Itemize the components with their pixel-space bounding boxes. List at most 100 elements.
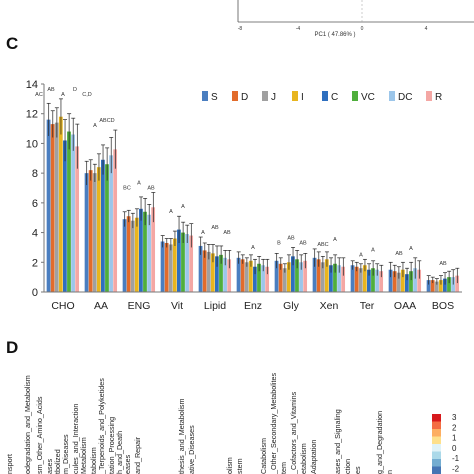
bar-S-Gly (274, 260, 279, 292)
bar-DC-Lipid (223, 257, 227, 292)
x-tick-label-CHO: CHO (51, 300, 74, 312)
bar-R-Vit (189, 235, 194, 292)
pathway-label: es (353, 466, 362, 474)
bar-S-Xen (312, 257, 317, 292)
bar-I-OAA (400, 269, 405, 292)
bar-D-Gly (278, 263, 283, 292)
legend-swatch-D (232, 91, 238, 101)
bar-C-ENG (139, 208, 143, 292)
bar-series (46, 116, 460, 293)
pathway-label: _Other_Secondary_Metabolites (269, 373, 278, 474)
bar-R-Gly (303, 260, 308, 292)
bar-I-Vit (172, 238, 177, 292)
significance-label: A (93, 123, 97, 129)
bar-VC-Vit (181, 232, 185, 292)
bar-S-BOS (426, 280, 431, 292)
legend-label-D: D (241, 92, 248, 103)
significance-label: A (371, 247, 375, 253)
pathway-label: stem (235, 458, 244, 474)
legend-label-I: I (301, 92, 304, 103)
bar-VC-Gly (295, 259, 299, 292)
significance-label: AB (439, 261, 447, 267)
legend-swatch-J (262, 91, 268, 101)
pathway-label: _Terpenoids_and_Polyketides (97, 378, 106, 474)
bar-R-ENG (151, 207, 156, 292)
pathway-label: _Cofactors_and_Vitamins (289, 391, 298, 474)
x-tick-label-ENG: ENG (128, 300, 151, 312)
bar-R-BOS (455, 275, 460, 292)
bar-S-Ter (350, 265, 355, 292)
x-tick-label-Xen: Xen (320, 300, 339, 312)
pathway-label: etabolism (299, 443, 308, 474)
significance-label: ABC (317, 242, 328, 248)
pca-x-tick-label: 0 (361, 26, 364, 32)
x-tick-label-Vit: Vit (171, 300, 183, 312)
pathway-label: ases_and_Signaling (333, 409, 342, 474)
x-tick-label-OAA: OAA (394, 300, 416, 312)
bar-I-ENG (134, 217, 139, 292)
significance-label: A (201, 230, 205, 236)
y-tick-label: 12 (26, 109, 38, 121)
pathway-label: thesis_and_Metabolism (177, 398, 186, 474)
heatmap-row-labels: nsport odegradation_and_Metabolism sm_Othe… (5, 373, 394, 474)
legend-label-C: C (331, 92, 338, 103)
bar-C-AA (101, 159, 105, 292)
bar-I-CHO (58, 116, 63, 292)
pca-panel-remnant: -8 -4 0 4 PC1 ( 47.86% ) (237, 0, 474, 38)
pathway-label: odegradation_and_Metabolism (23, 375, 32, 474)
legend-swatch-C (322, 91, 328, 101)
pathway-label: g_and_Degradation (375, 411, 384, 474)
bar-VC-Enz (257, 263, 261, 292)
significance-label: C,D (82, 92, 92, 98)
scale-color-band (432, 429, 441, 437)
scale-color-band (432, 451, 441, 460)
scale-tick-label: -2 (452, 465, 460, 474)
bar-I-BOS (438, 280, 443, 292)
scale-tick-label: -1 (452, 454, 460, 463)
x-tick-label-BOS: BOS (432, 300, 454, 312)
y-tick-label: 2 (32, 257, 38, 269)
bar-DC-OAA (413, 268, 417, 292)
bar-C-BOS (443, 278, 447, 292)
significance-label: A (333, 237, 337, 243)
bar-D-Xen (316, 259, 321, 292)
legend-swatch-R (426, 91, 432, 101)
bar-J-Xen (320, 262, 325, 292)
bar-R-AA (113, 149, 118, 292)
heatmap-color-scale: 32 10-1 -2 (432, 413, 460, 474)
legend-label-J: J (271, 92, 276, 103)
pathway-label: tation_Processing (107, 417, 116, 474)
y-tick-label: 6 (32, 198, 38, 210)
bar-VC-OAA (409, 271, 413, 292)
bar-DC-Xen (337, 265, 341, 292)
pathway-label: olism (225, 457, 234, 474)
scale-color-band (432, 436, 441, 445)
y-tick-label: 14 (26, 79, 38, 91)
bar-C-Xen (329, 265, 333, 292)
scale-color-band (432, 459, 441, 467)
bar-S-Vit (160, 241, 165, 292)
scale-color-band (432, 466, 441, 474)
bar-DC-Ter (375, 269, 379, 292)
significance-label: A (359, 252, 363, 258)
significance-label: ABCD (99, 118, 114, 124)
legend-label-VC: VC (361, 92, 375, 103)
pathway-label: m_Diseases (61, 434, 70, 474)
y-tick-label: 4 (32, 228, 38, 240)
bar-R-Ter (379, 271, 384, 292)
significance-label: D (73, 87, 77, 93)
pca-x-tick-label: -4 (296, 26, 301, 32)
bar-I-Gly (286, 262, 291, 292)
bar-J-OAA (396, 272, 401, 292)
bar-DC-ENG (147, 214, 151, 292)
bar-D-Lipid (202, 250, 207, 292)
significance-label: A (181, 204, 185, 210)
bar-J-ENG (130, 220, 135, 292)
bar-I-Ter (362, 265, 367, 292)
x-tick-label-AA: AA (94, 300, 108, 312)
legend-swatch-S (202, 91, 208, 101)
scale-tick-label: 1 (452, 434, 457, 443)
bar-VC-Ter (371, 268, 375, 292)
